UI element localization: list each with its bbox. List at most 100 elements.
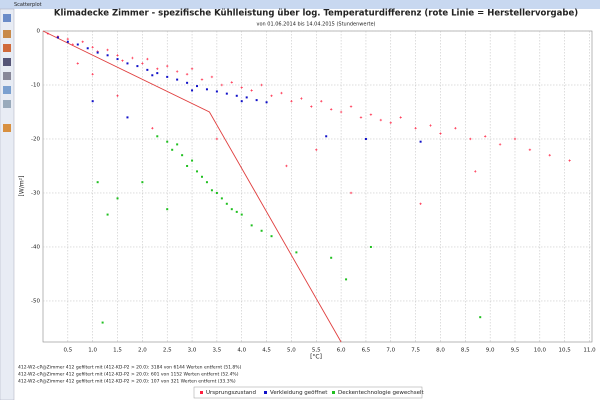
x-tick-label: 8,0: [436, 348, 445, 354]
tool-icon[interactable]: [3, 30, 11, 38]
x-tick-label: 0,5: [63, 348, 72, 354]
reference-line: [42, 30, 342, 343]
tool-icon[interactable]: [3, 86, 11, 94]
point: [220, 197, 223, 200]
point: [205, 181, 208, 184]
tool-icon[interactable]: [3, 124, 11, 132]
point: [86, 47, 89, 50]
point: [270, 235, 273, 238]
point: [186, 164, 189, 167]
point: [285, 164, 288, 168]
point: [280, 91, 283, 95]
y-axis-label: [W/m²]: [19, 176, 26, 197]
point: [270, 94, 273, 97]
point: [235, 210, 238, 213]
point: [106, 48, 109, 52]
point: [116, 94, 119, 97]
tool-icon[interactable]: [3, 44, 11, 52]
title-bar: [0, 0, 600, 9]
x-tick-label: 5,5: [312, 348, 321, 354]
x-tick-label: 2,0: [138, 348, 147, 354]
point: [91, 100, 94, 103]
point: [210, 75, 214, 79]
point: [175, 70, 179, 73]
plot-area: [42, 30, 593, 343]
point: [66, 37, 70, 41]
x-tick-label: 6,0: [337, 348, 346, 354]
point: [528, 148, 532, 151]
y-tick-label: -10: [31, 82, 40, 88]
point: [91, 72, 94, 76]
point: [240, 213, 243, 216]
point: [66, 40, 69, 43]
tool-icon[interactable]: [3, 14, 11, 22]
point: [429, 124, 432, 127]
point: [166, 208, 169, 211]
point: [235, 94, 238, 97]
toolbar: [0, 8, 15, 401]
point: [379, 118, 383, 122]
point: [166, 75, 169, 78]
point: [474, 170, 477, 173]
point: [399, 116, 402, 119]
point: [260, 83, 263, 87]
tool-icon[interactable]: [3, 58, 11, 66]
point: [479, 316, 482, 319]
point: [230, 81, 233, 84]
window-title: Scatterplot: [14, 2, 42, 8]
y-tick-label: -30: [31, 190, 40, 196]
x-tick-label: 10,5: [559, 348, 572, 354]
point: [146, 68, 149, 71]
x-tick-label: 6,5: [362, 348, 371, 354]
point: [349, 191, 353, 195]
legend: [193, 386, 423, 399]
point: [151, 74, 154, 77]
point: [330, 256, 333, 259]
chart-subtitle: von 01.06.2014 bis 14.04.2015 (Stundenwe…: [256, 22, 375, 28]
point: [260, 229, 263, 232]
x-tick-label: 3,0: [188, 348, 197, 354]
point: [414, 126, 417, 130]
point: [230, 208, 233, 211]
point: [116, 197, 119, 200]
point: [220, 83, 224, 87]
x-tick-label: 11,0: [583, 348, 596, 354]
filter-note: 412-W2-cP@Zimmer 412 gefiltert mit (412-…: [18, 379, 236, 385]
x-tick-label: 3,5: [213, 348, 222, 354]
point: [191, 89, 194, 92]
point: [454, 126, 457, 130]
point: [176, 143, 179, 146]
point: [364, 137, 367, 140]
point: [166, 140, 169, 143]
point: [91, 45, 94, 49]
toolbar-icons[interactable]: [3, 14, 11, 132]
point: [101, 321, 104, 324]
point: [76, 43, 79, 46]
x-tick-label: 1,5: [113, 348, 122, 354]
point: [106, 54, 109, 57]
point: [126, 62, 129, 65]
point: [215, 137, 219, 141]
point: [225, 202, 228, 205]
point: [255, 99, 258, 102]
tool-icon[interactable]: [3, 72, 11, 80]
x-tick-label: 1,0: [88, 348, 97, 354]
filter-note: 412-W2-cP@Zimmer 412 gefiltert mit (412-…: [18, 365, 242, 371]
point: [215, 90, 218, 93]
point: [196, 85, 199, 88]
point: [250, 224, 253, 227]
point: [419, 202, 422, 205]
point: [116, 58, 119, 61]
legend-swatch: [264, 391, 267, 394]
point: [513, 137, 517, 141]
y-tick-label: -40: [31, 244, 40, 250]
point: [56, 36, 59, 39]
tool-icon[interactable]: [3, 100, 11, 108]
x-tick-label: 2,5: [163, 348, 172, 354]
point: [81, 40, 84, 43]
point: [200, 175, 203, 178]
point: [310, 105, 313, 108]
point: [141, 62, 144, 65]
point: [483, 135, 487, 138]
point: [498, 143, 502, 146]
